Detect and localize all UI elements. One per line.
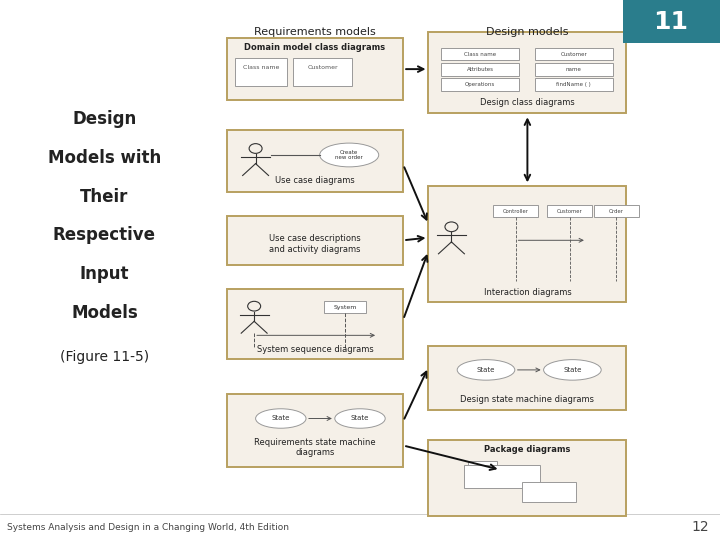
Text: findName ( ): findName ( ) (557, 82, 591, 87)
Ellipse shape (320, 143, 379, 167)
FancyBboxPatch shape (468, 461, 497, 468)
Text: Design: Design (72, 110, 137, 128)
Text: Use case descriptions
and activity diagrams: Use case descriptions and activity diagr… (269, 234, 361, 254)
FancyBboxPatch shape (441, 63, 519, 76)
FancyBboxPatch shape (324, 301, 366, 313)
FancyBboxPatch shape (535, 63, 613, 76)
Text: Requirements state machine
diagrams: Requirements state machine diagrams (254, 438, 376, 457)
Text: Respective: Respective (53, 226, 156, 245)
Ellipse shape (335, 409, 385, 428)
FancyBboxPatch shape (235, 58, 287, 86)
FancyBboxPatch shape (522, 482, 576, 502)
Text: State: State (477, 367, 495, 373)
FancyBboxPatch shape (227, 130, 403, 192)
Ellipse shape (544, 360, 601, 380)
FancyBboxPatch shape (547, 205, 592, 217)
FancyBboxPatch shape (227, 289, 403, 359)
FancyBboxPatch shape (428, 32, 626, 113)
FancyBboxPatch shape (227, 216, 403, 265)
Text: Order: Order (609, 208, 624, 214)
Text: Systems Analysis and Design in a Changing World, 4th Edition: Systems Analysis and Design in a Changin… (7, 523, 289, 531)
FancyBboxPatch shape (293, 58, 352, 86)
FancyBboxPatch shape (441, 78, 519, 91)
Text: Attributes: Attributes (467, 66, 494, 72)
Text: Class name: Class name (243, 65, 279, 70)
FancyBboxPatch shape (441, 48, 519, 60)
Text: Customer: Customer (560, 51, 588, 57)
Text: Design state machine diagrams: Design state machine diagrams (460, 395, 595, 404)
Text: Customer: Customer (307, 65, 338, 70)
Text: (Figure 11-5): (Figure 11-5) (60, 350, 149, 365)
Text: Class name: Class name (464, 51, 496, 57)
Text: System: System (333, 305, 356, 310)
Text: Models: Models (71, 304, 138, 322)
FancyBboxPatch shape (464, 465, 540, 488)
Text: Models with: Models with (48, 148, 161, 167)
Text: Controller: Controller (503, 208, 528, 214)
FancyBboxPatch shape (493, 205, 538, 217)
Text: Operations: Operations (465, 82, 495, 87)
Ellipse shape (457, 360, 515, 380)
Text: name: name (566, 66, 582, 72)
FancyBboxPatch shape (535, 48, 613, 60)
Text: Use case diagrams: Use case diagrams (275, 176, 355, 185)
FancyBboxPatch shape (428, 440, 626, 516)
Ellipse shape (256, 409, 306, 428)
Text: Design models: Design models (486, 28, 568, 37)
Text: State: State (563, 367, 582, 373)
Text: Design class diagrams: Design class diagrams (480, 98, 575, 107)
Text: Domain model class diagrams: Domain model class diagrams (244, 43, 386, 52)
FancyBboxPatch shape (535, 78, 613, 91)
Text: Customer: Customer (557, 208, 582, 214)
Text: State: State (351, 415, 369, 422)
Text: System sequence diagrams: System sequence diagrams (256, 345, 374, 354)
FancyBboxPatch shape (227, 394, 403, 467)
Text: 12: 12 (692, 520, 709, 534)
Text: Interaction diagrams: Interaction diagrams (484, 288, 571, 297)
Text: Requirements models: Requirements models (253, 28, 376, 37)
FancyBboxPatch shape (594, 205, 639, 217)
FancyBboxPatch shape (428, 186, 626, 302)
FancyBboxPatch shape (623, 0, 720, 43)
Text: Input: Input (80, 265, 129, 284)
FancyBboxPatch shape (428, 346, 626, 410)
Text: 11: 11 (654, 10, 688, 33)
Text: Create
new order: Create new order (336, 150, 363, 160)
FancyBboxPatch shape (227, 38, 403, 100)
Text: State: State (271, 415, 290, 422)
Text: Their: Their (80, 187, 129, 206)
Text: Package diagrams: Package diagrams (485, 446, 570, 455)
